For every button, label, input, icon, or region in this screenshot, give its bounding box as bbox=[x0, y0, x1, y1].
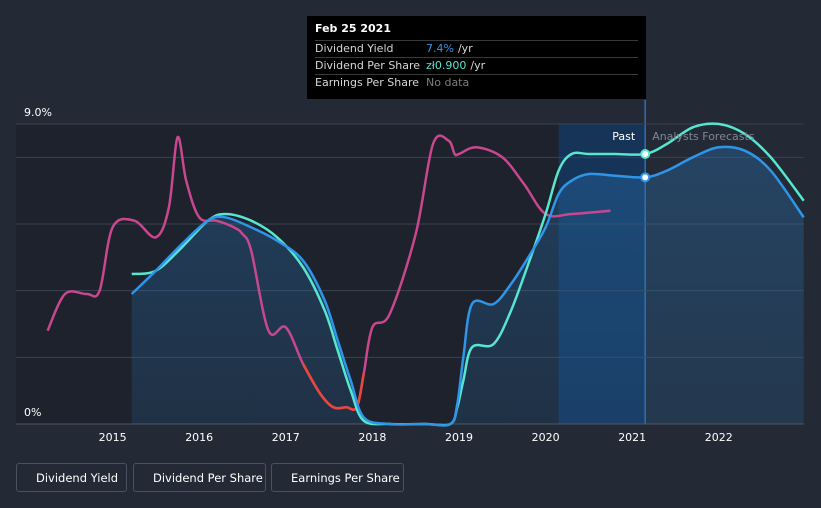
x-tick-label: 2018 bbox=[358, 431, 386, 444]
x-tick-label: 2016 bbox=[185, 431, 213, 444]
x-tick-label: 2015 bbox=[99, 431, 127, 444]
y-tick-label-top: 9.0% bbox=[24, 106, 52, 119]
tooltip-unit: /yr bbox=[457, 42, 473, 55]
tooltip-label: Earnings Per Share bbox=[315, 76, 420, 89]
tooltip-label: Dividend Per Share bbox=[315, 59, 421, 72]
tooltip-value: zł0.900 bbox=[426, 59, 467, 72]
legend-item-dividend-yield[interactable]: Dividend Yield bbox=[16, 463, 127, 492]
tooltip-date: Feb 25 2021 bbox=[315, 22, 391, 35]
legend-label: Dividend Yield bbox=[36, 470, 119, 485]
past-label: Past bbox=[612, 130, 636, 143]
y-tick-label-bottom: 0% bbox=[24, 406, 41, 419]
x-tick-label: 2022 bbox=[705, 431, 733, 444]
hover-marker bbox=[640, 149, 651, 159]
tooltip-row-earnings-per-share: Earnings Per Share No data bbox=[315, 74, 638, 91]
legend-label: Earnings Per Share bbox=[291, 470, 400, 485]
tooltip-row-dividend-per-share: Dividend Per Share zł0.900 /yr bbox=[315, 57, 638, 74]
legend-label: Dividend Per Share bbox=[153, 470, 263, 485]
legend-item-earnings-per-share[interactable]: Earnings Per Share bbox=[271, 463, 404, 492]
x-tick-label: 2021 bbox=[618, 431, 646, 444]
x-tick-label: 2020 bbox=[532, 431, 560, 444]
tooltip-label: Dividend Yield bbox=[315, 42, 394, 55]
tooltip-row-dividend-yield: Dividend Yield 7.4% /yr bbox=[315, 40, 638, 57]
legend-item-dividend-per-share[interactable]: Dividend Per Share bbox=[133, 463, 266, 492]
dividend-per-share-line bbox=[131, 122, 805, 427]
x-tick-label: 2019 bbox=[445, 431, 473, 444]
chart-tooltip: Feb 25 2021 Dividend Yield 7.4% /yr Divi… bbox=[307, 16, 646, 99]
dividend-yield-line bbox=[130, 145, 805, 427]
tooltip-value: No data bbox=[426, 76, 470, 89]
x-tick-label: 2017 bbox=[272, 431, 300, 444]
hover-marker bbox=[640, 172, 651, 183]
tooltip-unit: /yr bbox=[470, 59, 486, 72]
forecast-label: Analysts Forecasts bbox=[652, 130, 755, 143]
tooltip-value: 7.4% bbox=[426, 42, 454, 55]
